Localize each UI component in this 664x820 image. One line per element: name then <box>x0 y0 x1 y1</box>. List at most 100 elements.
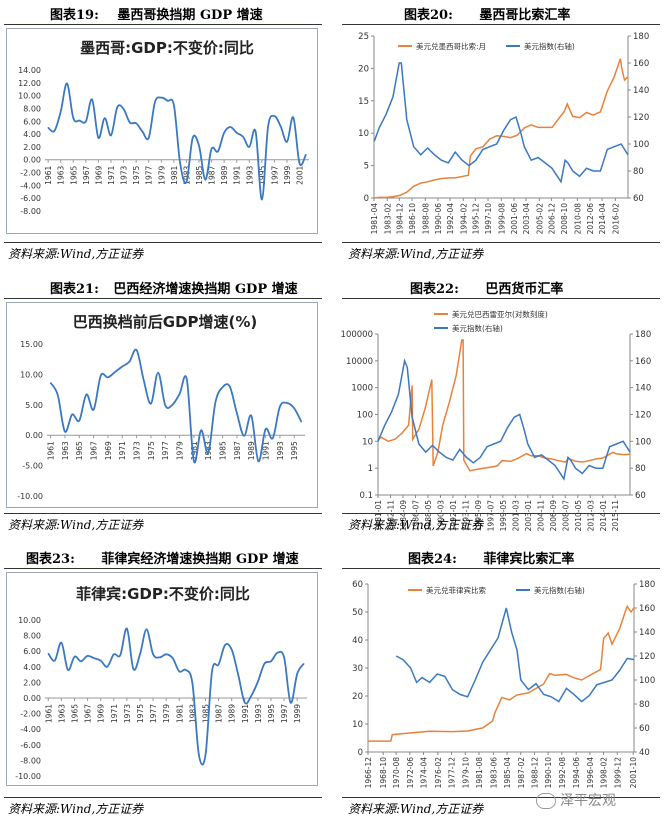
data-point <box>185 669 187 671</box>
data-point <box>185 181 188 183</box>
y2-tick-label: 120 <box>639 652 655 662</box>
data-point <box>135 349 138 351</box>
caption-number: 图表21: <box>50 282 99 297</box>
data-point <box>128 361 131 363</box>
data-point <box>286 141 288 143</box>
y-tick-label: 20 <box>352 692 363 702</box>
x-tick-label: 1987 <box>215 704 224 723</box>
data-point <box>198 754 200 756</box>
y2-tick-label: 60 <box>633 194 644 204</box>
data-point <box>122 108 125 110</box>
data-point <box>135 122 137 124</box>
x-tick-label: 1996-04 <box>586 757 595 789</box>
chart-area-22: 0.1 1 10 100 1000 10000 100000 60 80 100 120 140 160… <box>341 302 660 531</box>
caption-22: 图表22: 巴西货币汇率 <box>410 278 563 297</box>
y2-tick-label: 40 <box>639 748 650 758</box>
x-tick-label: 1971 <box>118 441 127 460</box>
x-tick-label: 1981-08 <box>475 757 484 789</box>
data-point <box>223 132 225 134</box>
y-tick-label: 15 <box>358 97 369 107</box>
x-tick-label: 1993 <box>245 166 254 185</box>
data-point <box>152 653 154 655</box>
source-note: 资料来源:Wind,方正证券 <box>348 518 484 532</box>
x-tick-label: 1997 <box>270 166 279 185</box>
data-point <box>47 652 49 655</box>
x-tick-label: 1999 <box>293 704 302 723</box>
y-tick-label: -2.00 <box>20 169 41 178</box>
y-tick-label: 6.00 <box>23 117 41 126</box>
source-rule <box>4 797 322 798</box>
y-tick-label: 8.00 <box>23 632 41 641</box>
data-point <box>279 406 281 408</box>
y2-tick-label: 100 <box>635 437 651 447</box>
y-tick-label: -4.00 <box>20 725 41 734</box>
series-line-fx-rate <box>374 58 629 199</box>
data-point <box>276 652 279 654</box>
data-point <box>250 415 252 417</box>
x-tick-label: 1981 <box>170 166 179 185</box>
y-tick-label: -8.00 <box>20 207 41 216</box>
y-tick-label: 0.1 <box>359 491 373 501</box>
caption-23: 图表23: 菲律宾经济增速换挡期 GDP 增速 <box>26 548 299 567</box>
data-point <box>211 670 213 673</box>
series-line-fx-rate <box>368 604 635 742</box>
caption-title: 墨西哥换挡期 GDP 增速 <box>117 8 263 23</box>
y-tick-label: 30 <box>352 664 363 674</box>
y-tick-label: 15.00 <box>20 340 43 349</box>
data-point <box>64 430 66 433</box>
y-tick-label: 5 <box>364 162 369 172</box>
y-tick-label: 10000 <box>346 357 373 367</box>
x-tick-label: 2014-04 <box>598 203 607 235</box>
y2-tick-label: 100 <box>633 140 649 150</box>
data-point <box>296 673 298 675</box>
x-tick-label: 1988-05 <box>424 500 433 532</box>
data-point <box>250 695 252 697</box>
data-point <box>229 385 231 388</box>
x-tick-label: 1994-02 <box>459 203 468 235</box>
y-tick-label: -2.00 <box>20 710 41 719</box>
x-tick-label: 2012-06 <box>586 203 595 235</box>
data-point <box>267 125 269 127</box>
legend-label: 美元指数(右轴) <box>452 323 503 333</box>
data-point <box>100 375 102 377</box>
y-tick-label: 40 <box>352 636 363 646</box>
y2-tick-label: 160 <box>635 357 651 367</box>
data-point <box>57 394 59 396</box>
x-tick-label: 1979-10 <box>461 757 470 789</box>
data-point <box>270 660 272 662</box>
x-tick-label: 2005-02 <box>535 203 544 235</box>
data-point <box>166 100 169 102</box>
x-tick-label: 1967 <box>82 166 91 185</box>
chart-c19: 墨西哥:GDP:不变价:同比 14.00 12.00 10.00 8.00 6.00 4.0… <box>18 39 309 216</box>
x-tick-label: 1995 <box>258 166 267 185</box>
x-tick-label: 1990-03 <box>436 500 445 532</box>
y-tick-label: 8.00 <box>23 104 41 113</box>
y-tick-label: 0.00 <box>23 156 41 165</box>
y-tick-label: 14.00 <box>18 66 41 75</box>
data-point <box>164 404 166 407</box>
y2-tick-label: 80 <box>639 700 650 710</box>
y2-tick-label: 160 <box>633 59 649 69</box>
x-tick-label: 1969 <box>104 441 113 460</box>
y-tick-label: 6.00 <box>23 647 41 656</box>
chart-c21: 巴西换档前后GDP增速(%) 15.00 10.00 5.00 0.00 -5.00 -10… <box>17 313 305 501</box>
data-point <box>126 627 128 630</box>
x-tick-label: 2012-03 <box>586 500 595 532</box>
caption-rule <box>4 298 322 299</box>
x-tick-label: 1963 <box>57 704 66 723</box>
series-line-gdp <box>47 627 305 766</box>
data-point <box>73 656 76 658</box>
y-tick-label: 60 <box>352 580 363 590</box>
x-tick-label: 1979 <box>157 166 166 185</box>
data-point <box>100 659 102 662</box>
data-point <box>141 130 144 133</box>
x-tick-label: 1986-10 <box>408 203 417 235</box>
data-point <box>254 130 257 133</box>
data-point <box>80 660 82 662</box>
x-tick-label: 1991 <box>262 441 271 460</box>
x-tick-label: 1975 <box>132 166 141 185</box>
y2-tick-label: 180 <box>639 580 655 590</box>
source-rule <box>342 797 660 798</box>
data-point <box>143 379 145 382</box>
x-tick-label: 1991 <box>241 704 250 723</box>
